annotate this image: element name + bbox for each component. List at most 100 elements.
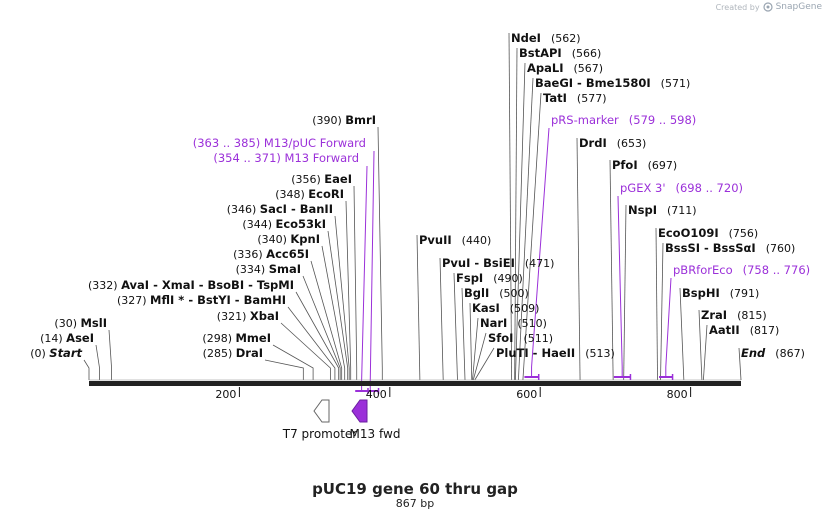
site-pos: (285) bbox=[203, 347, 236, 360]
site-pos: (653) bbox=[617, 137, 647, 150]
leader-pluti-haeii bbox=[474, 347, 495, 381]
site-name: SfoI bbox=[488, 331, 513, 345]
site-bmri: (390) BmrI bbox=[312, 113, 376, 127]
tick-label-200: 200 bbox=[215, 388, 236, 401]
site-pos: (30) bbox=[54, 317, 80, 330]
site-fspi: FspI (490) bbox=[456, 271, 523, 285]
site-start: (0) Start bbox=[30, 346, 82, 360]
site-pos: (14) bbox=[40, 332, 66, 345]
site-pos: (571) bbox=[661, 77, 691, 90]
site-bgli: BglI (500) bbox=[464, 286, 529, 300]
site-end: End (867) bbox=[741, 346, 805, 360]
site-name: NspI bbox=[628, 203, 657, 217]
site-nari: NarI (510) bbox=[480, 316, 547, 330]
tick-label-600: 600 bbox=[516, 388, 537, 401]
site-name: SacI - BanII bbox=[260, 202, 333, 216]
site-nspi: NspI (711) bbox=[628, 203, 697, 217]
leader-pvuii bbox=[416, 234, 421, 381]
site-name: FspI bbox=[456, 271, 483, 285]
site-ecori: (348) EcoRI bbox=[275, 187, 344, 201]
leader-sfoi bbox=[472, 332, 487, 381]
feature-t7-promoter-arrow-icon bbox=[313, 399, 330, 423]
primer-bars bbox=[355, 374, 674, 394]
site-name: NarI bbox=[480, 316, 507, 330]
primer-name: pBRforEco bbox=[673, 263, 733, 277]
leader-ndei bbox=[508, 32, 513, 381]
primer-pos: (698 .. 720) bbox=[676, 181, 744, 195]
leader-drdi bbox=[576, 137, 581, 381]
site-pos: (346) bbox=[227, 203, 260, 216]
site-name: ApaLI bbox=[527, 61, 564, 75]
site-name: BaeGI - Bme1580I bbox=[535, 76, 651, 90]
site-name: BstAPI bbox=[519, 46, 562, 60]
site-pvuii: PvuII (440) bbox=[419, 233, 491, 247]
site-name: KpnI bbox=[290, 232, 320, 246]
scale-ticks: 200 400 600 800 bbox=[215, 387, 692, 401]
site-pos: (327) bbox=[117, 294, 150, 307]
site-name: PluTI - HaeII bbox=[496, 346, 575, 360]
snapgene-watermark: Created by SnapGene bbox=[716, 2, 822, 12]
site-name: DrdI bbox=[579, 136, 607, 150]
sequence-backbone bbox=[89, 379, 741, 386]
leader-bmri bbox=[377, 126, 383, 380]
site-name: XbaI bbox=[250, 309, 279, 323]
primer-pos: (758 .. 776) bbox=[743, 263, 811, 277]
leader-end bbox=[738, 347, 742, 381]
site-name: DraI bbox=[236, 346, 263, 360]
site-eco53ki: (344) Eco53kI bbox=[242, 217, 326, 231]
leader-xbai bbox=[280, 322, 331, 380]
site-pos: (577) bbox=[577, 92, 607, 105]
site-smai: (334) SmaI bbox=[236, 262, 301, 276]
site-pos: (490) bbox=[493, 272, 523, 285]
site-name: Start bbox=[49, 346, 82, 360]
site-kasi: KasI (509) bbox=[472, 301, 539, 315]
primer-leader-prs-marker bbox=[531, 127, 550, 377]
site-name: NdeI bbox=[511, 31, 541, 45]
leader-bstapi bbox=[514, 47, 518, 381]
site-pos: (348) bbox=[275, 188, 308, 201]
site-name: PfoI bbox=[612, 158, 638, 172]
site-pos: (791) bbox=[730, 287, 760, 300]
site-name: EaeI bbox=[324, 172, 352, 186]
feature-t7-promoter-label: T7 promoter bbox=[282, 427, 358, 441]
site-name: PvuII bbox=[419, 233, 452, 247]
site-mfli-bstyi-bamhi: (327) MflI * - BstYI - BamHI bbox=[117, 293, 286, 307]
site-sfoi: SfoI (511) bbox=[488, 331, 553, 345]
site-pos: (298) bbox=[202, 332, 235, 345]
leader-drai bbox=[264, 359, 304, 380]
leader-eco53ki bbox=[327, 230, 349, 380]
leader-nspi bbox=[623, 204, 627, 381]
site-pos: (336) bbox=[233, 248, 266, 261]
snapgene-logo-icon bbox=[762, 2, 773, 12]
site-name: TatI bbox=[543, 91, 567, 105]
site-name: MmeI bbox=[235, 331, 271, 345]
leader-asei bbox=[95, 344, 100, 380]
feature-m13-fwd-label: M13 fwd bbox=[350, 427, 401, 441]
site-saci-banii: (346) SacI - BanII bbox=[227, 202, 333, 216]
leader-ecori bbox=[345, 200, 352, 380]
leader-acc65i bbox=[310, 260, 343, 380]
site-pos: (711) bbox=[667, 204, 697, 217]
site-name: Eco53kI bbox=[275, 217, 326, 231]
site-name: KasI bbox=[472, 301, 500, 315]
leader-mmei bbox=[272, 344, 314, 380]
primer-leader-m13-forward bbox=[361, 165, 368, 391]
primer-leader-pgex-3 bbox=[617, 195, 623, 377]
leader-zrai bbox=[698, 309, 703, 381]
leader-tati bbox=[522, 92, 542, 381]
site-bstapi: BstAPI (566) bbox=[519, 46, 601, 60]
site-pos: (567) bbox=[574, 62, 604, 75]
site-xbai: (321) XbaI bbox=[217, 309, 279, 323]
primer-pgex-3: pGEX 3' (698 .. 720) bbox=[620, 181, 743, 195]
feature-m13-fwd-arrow-icon bbox=[351, 399, 368, 423]
site-name: AatII bbox=[709, 323, 740, 337]
site-pos: (817) bbox=[750, 324, 780, 337]
site-name: BmrI bbox=[345, 113, 376, 127]
watermark-created-by: Created by bbox=[715, 2, 760, 12]
site-labels: (0) Start(14) AseI(30) MslI (285) DraI(29… bbox=[30, 31, 805, 360]
site-pos: (513) bbox=[585, 347, 615, 360]
primer-leader-m13-puc-forward bbox=[369, 150, 375, 391]
site-pos: (867) bbox=[775, 347, 805, 360]
primer-leader-pbrforeco bbox=[665, 277, 672, 377]
site-name: SmaI bbox=[269, 262, 301, 276]
